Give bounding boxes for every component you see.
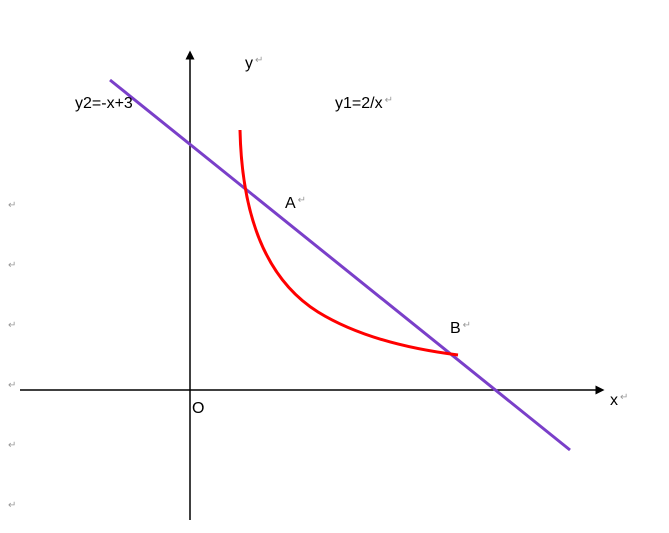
crlf-icon: ↵ bbox=[8, 440, 16, 451]
label-x-axis-text: x bbox=[610, 392, 618, 409]
crlf-icon: ↵ bbox=[8, 500, 16, 511]
label-y1: y1=2/x↵ bbox=[335, 95, 393, 113]
crlf-icon: ↵ bbox=[8, 260, 16, 271]
crlf-icon: ↵ bbox=[620, 392, 628, 403]
line-y2 bbox=[110, 80, 570, 450]
label-origin: O bbox=[192, 400, 204, 418]
label-point-b-text: B bbox=[450, 320, 461, 337]
label-y-axis: y↵ bbox=[245, 55, 263, 73]
label-point-b: B↵ bbox=[450, 320, 471, 338]
label-y1-text: y1=2/x bbox=[335, 95, 383, 112]
crlf-icon: ↵ bbox=[385, 95, 393, 106]
crlf-icon: ↵ bbox=[298, 195, 306, 206]
math-plot bbox=[0, 0, 669, 533]
label-point-a-text: A bbox=[285, 195, 296, 212]
label-y-axis-text: y bbox=[245, 55, 253, 72]
crlf-icon: ↵ bbox=[255, 55, 263, 66]
crlf-icon: ↵ bbox=[8, 200, 16, 211]
label-x-axis: x↵ bbox=[610, 392, 628, 410]
label-origin-text: O bbox=[192, 400, 204, 417]
crlf-icon: ↵ bbox=[8, 320, 16, 331]
label-y2-text: y2=-x+3 bbox=[75, 95, 133, 112]
curve-y1 bbox=[240, 130, 458, 355]
crlf-icon: ↵ bbox=[8, 380, 16, 391]
label-y2: y2=-x+3 bbox=[75, 95, 133, 113]
label-point-a: A↵ bbox=[285, 195, 306, 213]
crlf-icon: ↵ bbox=[463, 320, 471, 331]
